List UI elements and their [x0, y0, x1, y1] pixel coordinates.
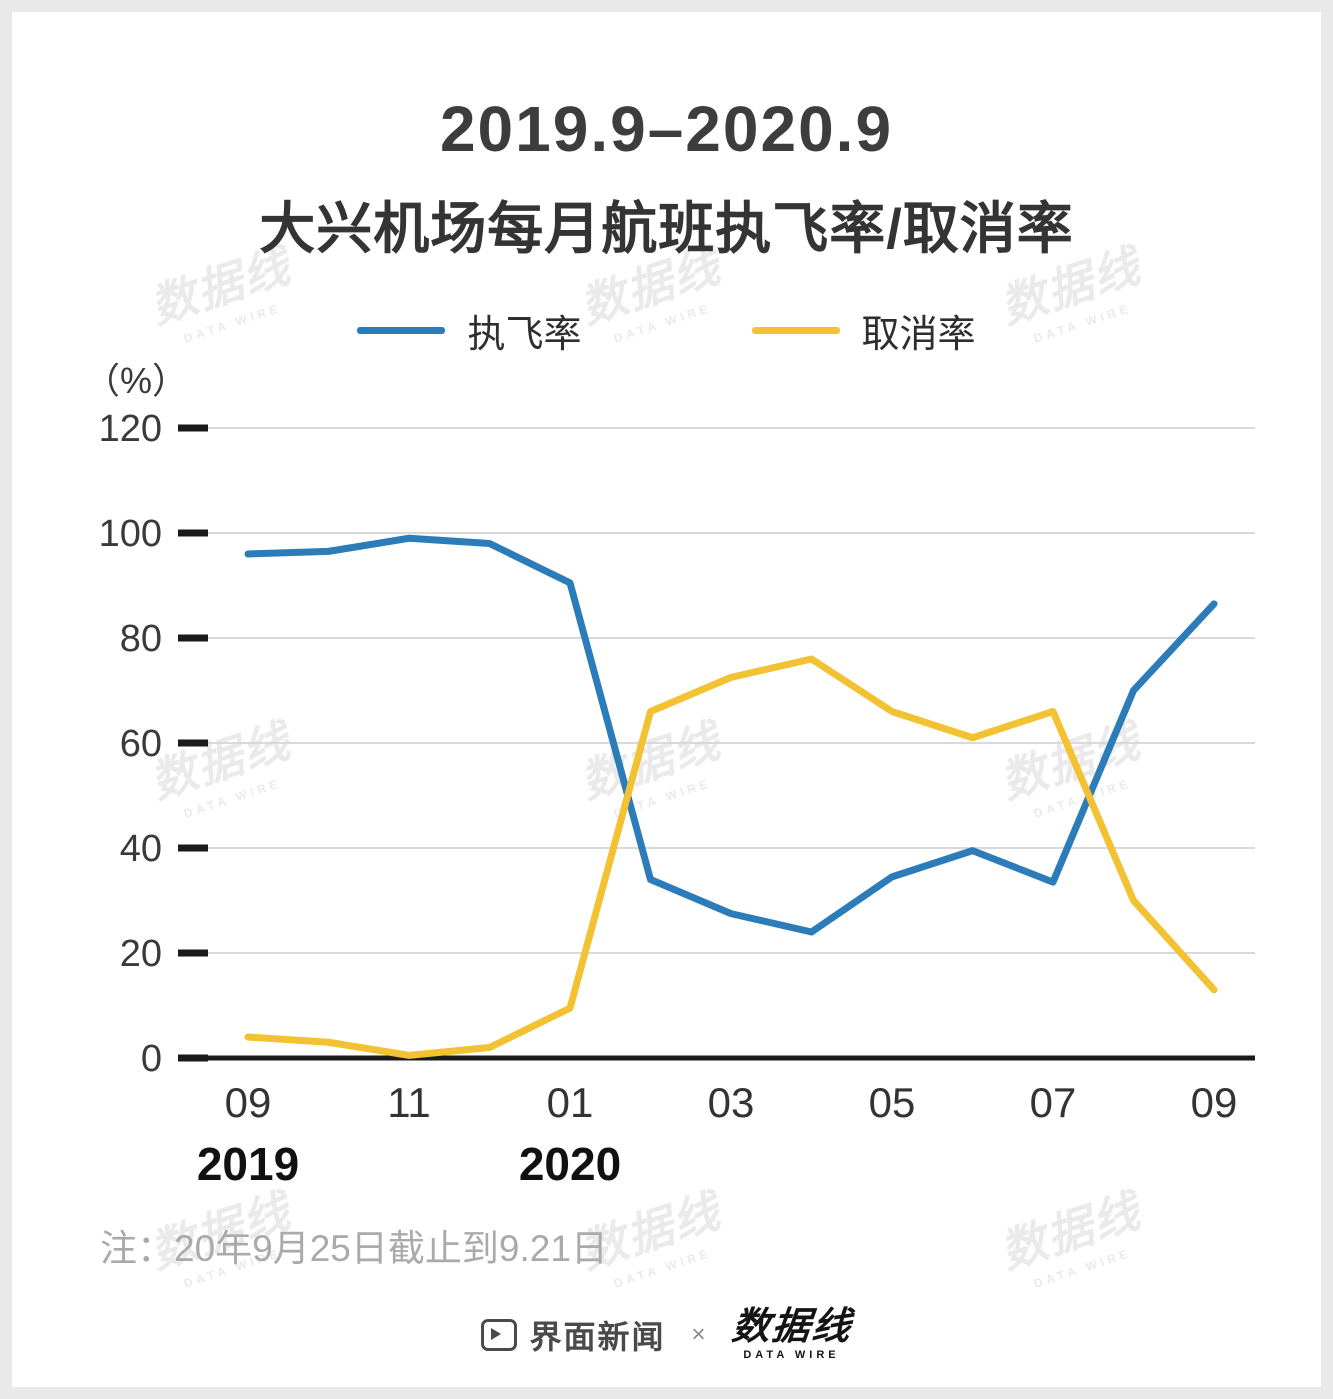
x-tick-label: 07 — [1030, 1079, 1077, 1126]
y-tick-mark — [178, 634, 208, 642]
y-tick-label: 20 — [120, 933, 162, 975]
y-tick-mark — [178, 949, 208, 957]
legend-label-cancellation-rate: 取消率 — [861, 314, 976, 356]
year-label: 2020 — [519, 1138, 621, 1190]
series-line-1 — [244, 655, 1218, 1059]
x-tick-label: 09 — [225, 1079, 272, 1126]
x-tick-label: 01 — [547, 1079, 594, 1126]
y-tick-mark — [178, 529, 208, 537]
x-tick-label: 11 — [387, 1079, 431, 1126]
y-tick-label: 100 — [99, 513, 162, 555]
legend: 执飞率 取消率 — [0, 303, 1333, 358]
title-date-range: 2019.9–2020.9 — [439, 93, 894, 165]
footer-logos: 界面新闻 × 数据线 DATA WIRE — [0, 1306, 1333, 1361]
x-tick-label: 03 — [708, 1079, 755, 1126]
y-tick-mark — [178, 1054, 208, 1062]
legend-item-cancellation-rate: 取消率 — [751, 303, 976, 358]
y-tick-mark — [178, 424, 208, 432]
x-tick-label: 09 — [1191, 1079, 1238, 1126]
legend-swatch-yellow — [751, 327, 840, 334]
series-line-0 — [244, 534, 1218, 936]
line-chart: 0 20 40 60 80 100 120 09 11 01 03 05 07 09 2019 2020 — [99, 408, 1255, 1190]
jiemian-news-logo: 界面新闻 — [481, 1312, 665, 1358]
footnote: 注：20年9月25日截止到9.21日 — [100, 1228, 608, 1269]
y-tick-label: 0 — [141, 1038, 162, 1080]
datawire-logo-text: 数据线 — [729, 1306, 854, 1348]
y-tick-label: 80 — [120, 618, 162, 660]
datawire-logo: 数据线 DATA WIRE — [729, 1306, 854, 1361]
y-tick-label: 120 — [99, 408, 162, 450]
legend-swatch-blue — [357, 327, 446, 334]
jiemian-logo-text: 界面新闻 — [529, 1318, 666, 1355]
footer-separator: × — [691, 1320, 706, 1348]
x-tick-label: 05 — [869, 1079, 916, 1126]
datawire-logo-subtext: DATA WIRE — [743, 1349, 840, 1361]
y-tick-mark — [178, 844, 208, 852]
legend-item-execution-rate: 执飞率 — [357, 303, 582, 358]
chart-title-block: 2019.9–2020.9 大兴机场每月航班执飞率/取消率 — [0, 92, 1333, 265]
y-tick-mark — [178, 739, 208, 747]
title-main: 大兴机场每月航班执飞率/取消率 — [259, 197, 1074, 260]
legend-label-execution-rate: 执飞率 — [467, 314, 582, 356]
year-label: 2019 — [197, 1138, 299, 1190]
y-tick-label: 40 — [120, 828, 162, 870]
jiemian-logo-icon — [481, 1318, 518, 1351]
y-axis-unit-label: （%） — [84, 360, 189, 401]
y-tick-label: 60 — [120, 723, 162, 765]
